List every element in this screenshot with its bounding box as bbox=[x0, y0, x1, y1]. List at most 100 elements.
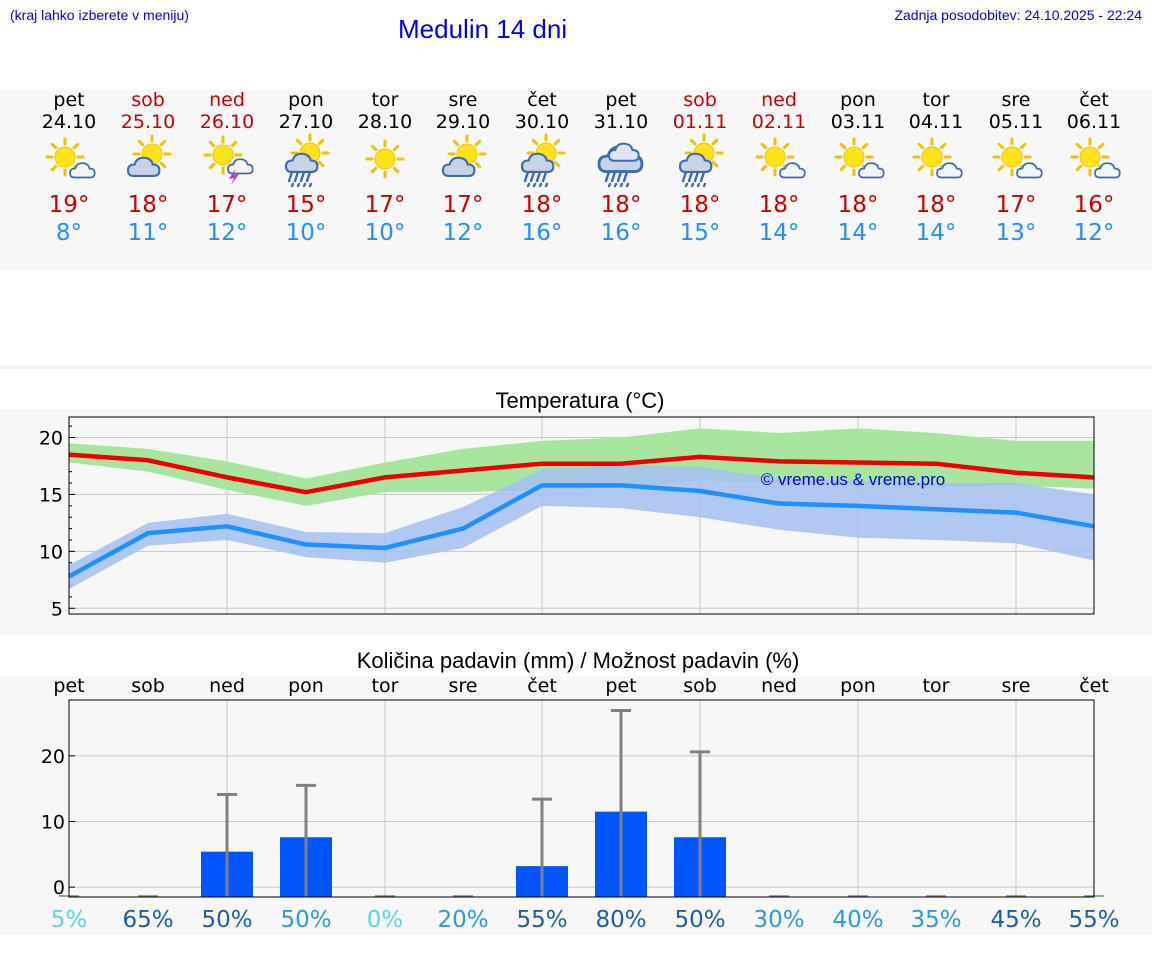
sun-cloud-rain-icon bbox=[674, 133, 726, 188]
forecast-day[interactable]: sob 01.11 18° 15° bbox=[660, 89, 740, 247]
sun-icon bbox=[359, 139, 411, 185]
day-name: sre bbox=[1001, 89, 1031, 111]
precip-probability-label: 65% bbox=[122, 907, 173, 933]
x-category-label: pon bbox=[840, 675, 876, 697]
forecast-day[interactable]: sre 29.10 17° 12° bbox=[423, 89, 503, 247]
sun-cloud-icon bbox=[753, 137, 806, 185]
x-category-label: pet bbox=[53, 675, 84, 697]
max-temp: 18° bbox=[521, 192, 563, 218]
x-category-label: pon bbox=[288, 675, 324, 697]
day-date: 24.10 bbox=[41, 111, 97, 133]
x-category-label: sre bbox=[449, 675, 478, 697]
min-temp: 12° bbox=[1073, 220, 1115, 246]
min-temp: 16° bbox=[600, 220, 642, 246]
y-tick-label: 0 bbox=[53, 877, 65, 899]
sun-cloud-rain-icon bbox=[516, 133, 568, 188]
precipitation-chart: Količina padavin (mm) / Možnost padavin … bbox=[41, 648, 1120, 933]
min-temp: 14° bbox=[837, 220, 879, 246]
min-temp: 10° bbox=[364, 220, 406, 246]
day-name: tor bbox=[922, 89, 950, 111]
sun-cloud-icon bbox=[910, 137, 963, 185]
precip-probability-label: 45% bbox=[990, 907, 1041, 933]
day-date: 26.10 bbox=[199, 111, 255, 133]
min-temp: 12° bbox=[206, 220, 248, 246]
y-tick-label: 10 bbox=[39, 541, 63, 563]
forecast-day[interactable]: ned 26.10 17° 12° bbox=[187, 89, 267, 247]
sun-cloud-icon bbox=[990, 137, 1043, 185]
max-temp: 17° bbox=[995, 192, 1037, 218]
max-temp: 18° bbox=[679, 192, 721, 218]
precip-probability-label: 50% bbox=[280, 907, 331, 933]
max-temp: 18° bbox=[758, 192, 800, 218]
forecast-day[interactable]: čet 30.10 18° 16° bbox=[502, 89, 582, 247]
y-tick-label: 20 bbox=[41, 746, 65, 768]
forecast-day[interactable]: pon 27.10 15° 10° bbox=[266, 89, 346, 247]
precip-probability-label: 80% bbox=[595, 907, 646, 933]
forecast-day[interactable]: ned 02.11 18° 14° bbox=[739, 89, 819, 247]
day-date: 28.10 bbox=[357, 111, 413, 133]
day-date: 06.11 bbox=[1066, 111, 1122, 133]
y-tick-label: 15 bbox=[39, 484, 63, 506]
day-name: ned bbox=[761, 89, 797, 111]
sun-cloud-thunder-icon bbox=[201, 135, 254, 185]
max-temp: 19° bbox=[48, 192, 90, 218]
forecast-day[interactable]: tor 04.11 18° 14° bbox=[896, 89, 976, 247]
day-name: sob bbox=[131, 89, 165, 111]
precip-probability-label: 5% bbox=[51, 907, 88, 933]
day-date: 03.11 bbox=[830, 111, 886, 133]
sun-cloud-icon bbox=[832, 137, 885, 185]
cloud-rain-icon bbox=[595, 139, 647, 188]
day-date: 01.11 bbox=[672, 111, 728, 133]
day-name: pon bbox=[840, 89, 876, 111]
x-category-label: ned bbox=[761, 675, 797, 697]
precip-probability-label: 55% bbox=[516, 907, 567, 933]
cloud-sun-icon bbox=[437, 134, 489, 185]
max-temp: 17° bbox=[364, 192, 406, 218]
min-temp-line bbox=[67, 483, 1095, 579]
min-temp-range-band bbox=[69, 464, 1094, 589]
day-name: tor bbox=[371, 89, 399, 111]
forecast-day[interactable]: čet 06.11 16° 12° bbox=[1054, 89, 1134, 247]
forecast-day[interactable]: pet 24.10 19° 8° bbox=[29, 89, 109, 247]
x-category-label: tor bbox=[923, 675, 950, 697]
max-temp: 18° bbox=[837, 192, 879, 218]
forecast-day[interactable]: tor 28.10 17° 10° bbox=[345, 89, 425, 247]
day-date: 30.10 bbox=[514, 111, 570, 133]
forecast-day[interactable]: pon 03.11 18° 14° bbox=[818, 89, 898, 247]
location-hint[interactable]: (kraj lahko izberete v meniju) bbox=[10, 7, 189, 23]
section-divider bbox=[0, 365, 1152, 369]
day-name: čet bbox=[527, 89, 557, 111]
sun-cloud-icon bbox=[43, 137, 96, 185]
day-date: 27.10 bbox=[278, 111, 334, 133]
precip-probability-label: 0% bbox=[367, 907, 404, 933]
min-temp: 12° bbox=[442, 220, 484, 246]
precip-probability-label: 50% bbox=[201, 907, 252, 933]
sun-cloud-rain-icon bbox=[280, 133, 332, 188]
day-name: čet bbox=[1079, 89, 1109, 111]
y-tick-label: 10 bbox=[41, 811, 65, 833]
x-category-label: sre bbox=[1002, 675, 1031, 697]
precip-probability-label: 30% bbox=[753, 907, 804, 933]
last-update: Zadnja posodobitev: 24.10.2025 - 22:24 bbox=[894, 7, 1142, 23]
chart-title: Temperatura (°C) bbox=[496, 388, 665, 413]
max-temp: 18° bbox=[600, 192, 642, 218]
precip-probability-label: 20% bbox=[437, 907, 488, 933]
forecast-day[interactable]: sre 05.11 17° 13° bbox=[976, 89, 1056, 247]
forecast-day[interactable]: pet 31.10 18° 16° bbox=[581, 89, 661, 247]
precip-probability-label: 40% bbox=[832, 907, 883, 933]
page-title: Medulin 14 dni bbox=[398, 14, 568, 44]
max-temp: 17° bbox=[442, 192, 484, 218]
min-temp: 10° bbox=[285, 220, 327, 246]
day-name: sre bbox=[448, 89, 478, 111]
day-date: 25.10 bbox=[120, 111, 176, 133]
x-category-label: tor bbox=[372, 675, 399, 697]
day-date: 31.10 bbox=[593, 111, 649, 133]
min-temp: 16° bbox=[521, 220, 563, 246]
max-temp: 15° bbox=[285, 192, 327, 218]
max-temp: 16° bbox=[1073, 192, 1115, 218]
day-name: pet bbox=[53, 89, 85, 111]
max-temp: 18° bbox=[127, 192, 169, 218]
chart-title: Količina padavin (mm) / Možnost padavin … bbox=[357, 648, 800, 673]
y-tick-label: 5 bbox=[51, 598, 63, 620]
forecast-day[interactable]: sob 25.10 18° 11° bbox=[108, 89, 188, 247]
